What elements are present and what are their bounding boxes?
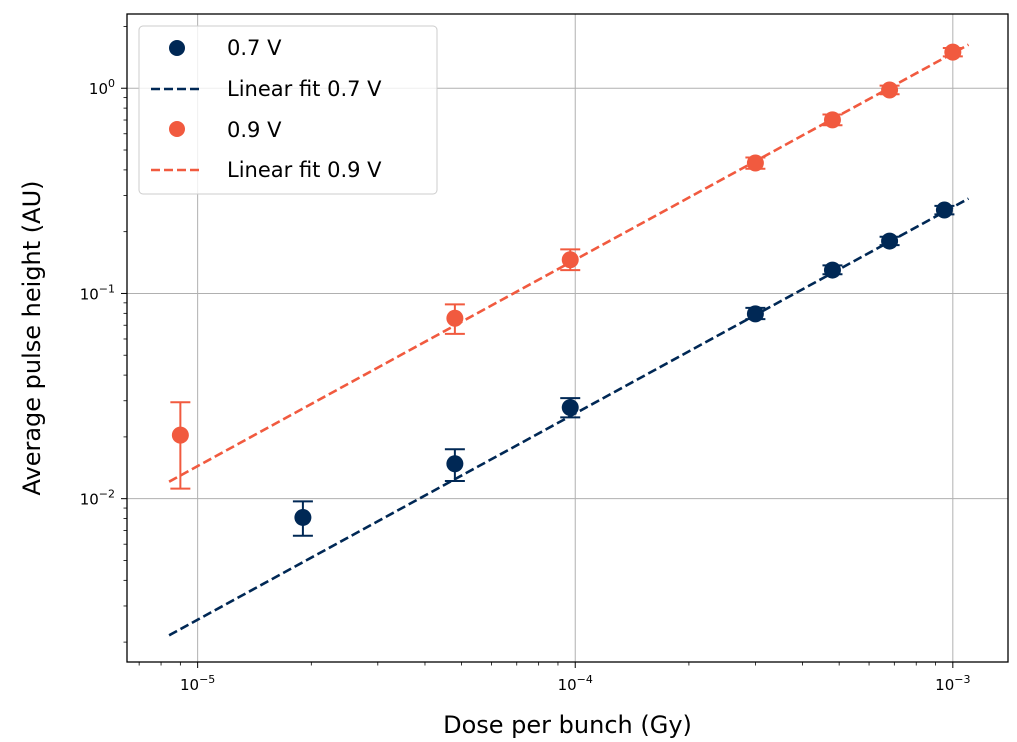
tick-labels: 10−5 10−4 10−3 10−2 10−1 100 xyxy=(80,77,971,694)
data-point xyxy=(935,201,953,219)
data-point xyxy=(881,232,899,250)
data-point xyxy=(446,309,464,327)
legend-marker-0-9v xyxy=(169,121,185,137)
x-axis-label: Dose per bunch (Gy) xyxy=(443,711,692,739)
data-point xyxy=(823,111,841,129)
legend-label-0-7v: 0.7 V xyxy=(227,36,282,60)
legend-label-0-9v: 0.9 V xyxy=(227,118,282,142)
data-point xyxy=(746,154,764,172)
legend-marker-0-7v xyxy=(169,40,185,56)
x-tick-label: 10−4 xyxy=(558,673,593,694)
x-tick-label: 10−5 xyxy=(180,673,215,694)
data-point xyxy=(446,455,464,473)
legend: 0.7 V Linear fit 0.7 V 0.9 V Linear fit … xyxy=(138,25,438,195)
legend-box xyxy=(138,25,438,195)
data-point xyxy=(294,508,312,526)
legend-label-fit-0-7v: Linear fit 0.7 V xyxy=(227,77,382,101)
data-point xyxy=(171,426,189,444)
plot-frame xyxy=(126,13,1009,663)
data-point xyxy=(881,81,899,99)
data-point xyxy=(561,399,579,417)
x-tick-label: 10−3 xyxy=(935,673,970,694)
y-tick-label: 100 xyxy=(89,77,115,98)
data-point xyxy=(746,305,764,323)
legend-label-fit-0-9v: Linear fit 0.9 V xyxy=(227,158,382,182)
y-axis-label: Average pulse height (AU) xyxy=(18,180,46,495)
major-ticks xyxy=(121,87,954,668)
data-point xyxy=(561,251,579,269)
data-point xyxy=(944,43,962,61)
y-tick-label: 10−2 xyxy=(80,488,115,509)
y-tick-label: 10−1 xyxy=(80,282,115,303)
series-layer xyxy=(168,43,970,637)
data-point xyxy=(823,261,841,279)
